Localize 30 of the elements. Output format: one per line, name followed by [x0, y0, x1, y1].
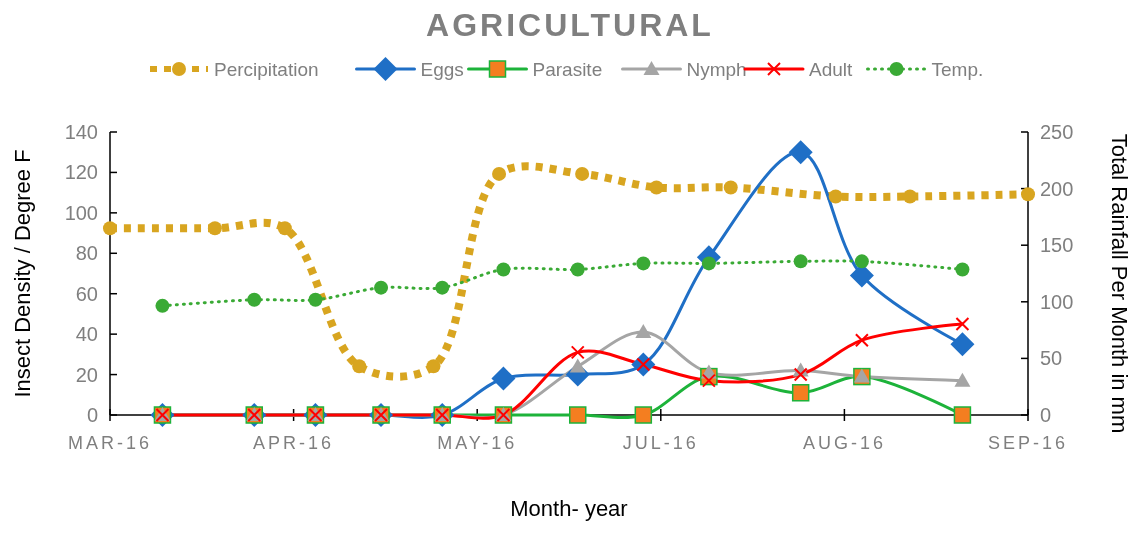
y2-tick-label: 200: [1040, 177, 1074, 200]
y-tick-label: 20: [75, 363, 98, 386]
y2-tick-label: 150: [1040, 234, 1074, 257]
chart-title: AGRICULTURAL: [426, 7, 714, 43]
x-tick-label: SEP-16: [987, 433, 1069, 453]
x-tick-label: JUL-16: [622, 433, 699, 453]
x-axis-title: Month- year: [510, 496, 628, 521]
y-tick-label: 40: [75, 323, 98, 346]
y-tick-label: 100: [64, 201, 98, 224]
y-tick-label: 140: [64, 121, 98, 143]
y-tick-label: 120: [64, 161, 98, 184]
y2-tick-label: 0: [1040, 404, 1052, 426]
legend-label: Adult: [809, 58, 854, 80]
legend-label: Temp.: [931, 58, 984, 80]
y2-tick-label: 250: [1040, 121, 1074, 143]
x-tick-label: APR-16: [253, 433, 335, 453]
x-tick-label: AUG-16: [802, 433, 886, 453]
y2-axis-title: Total Rainfall Per Month in mm: [1107, 133, 1132, 434]
y-tick-label: 60: [75, 282, 98, 305]
y-tick-label: 0: [86, 404, 98, 426]
y-tick-label: 80: [75, 242, 98, 265]
y2-tick-label: 50: [1040, 347, 1063, 370]
y2-tick-label: 100: [1040, 290, 1074, 313]
y-axis-title: Insect Density / Degree F: [10, 149, 35, 398]
legend-label: Parasite: [532, 58, 603, 80]
legend-label: Eggs: [420, 58, 464, 80]
legend-label: Nymph: [686, 58, 747, 80]
legend-label: Percipitation: [214, 58, 319, 80]
x-tick-label: MAY-16: [437, 433, 518, 453]
x-tick-label: MAR-16: [67, 433, 153, 453]
